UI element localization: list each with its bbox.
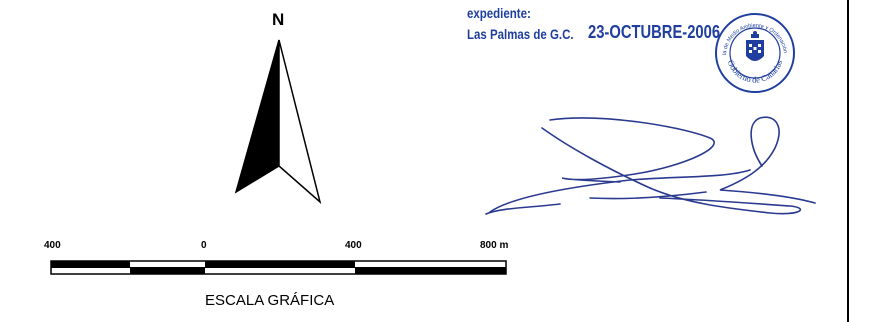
signature [485,116,816,215]
scale-title: ESCALA GRÁFICA [205,292,335,309]
north-label: N [272,10,285,29]
coat-of-arms-icon [746,31,764,61]
scale-label-400-left: 400 [44,240,61,251]
stamp-expediente: expediente: [467,5,531,21]
north-arrow-icon [234,39,322,205]
scale-label-0: 0 [201,240,207,251]
official-seal: Consejería de Medio Ambiente y Ordenació… [714,12,795,93]
scale-label-400-right: 400 [345,240,362,251]
stamp-place: Las Palmas de G.C. [467,26,574,42]
map-frame-border [847,0,849,322]
scale-label-800: 800 m [480,240,509,251]
scale-bar [50,260,507,275]
stamp-date: 23-OCTUBRE-2006 [588,22,721,42]
